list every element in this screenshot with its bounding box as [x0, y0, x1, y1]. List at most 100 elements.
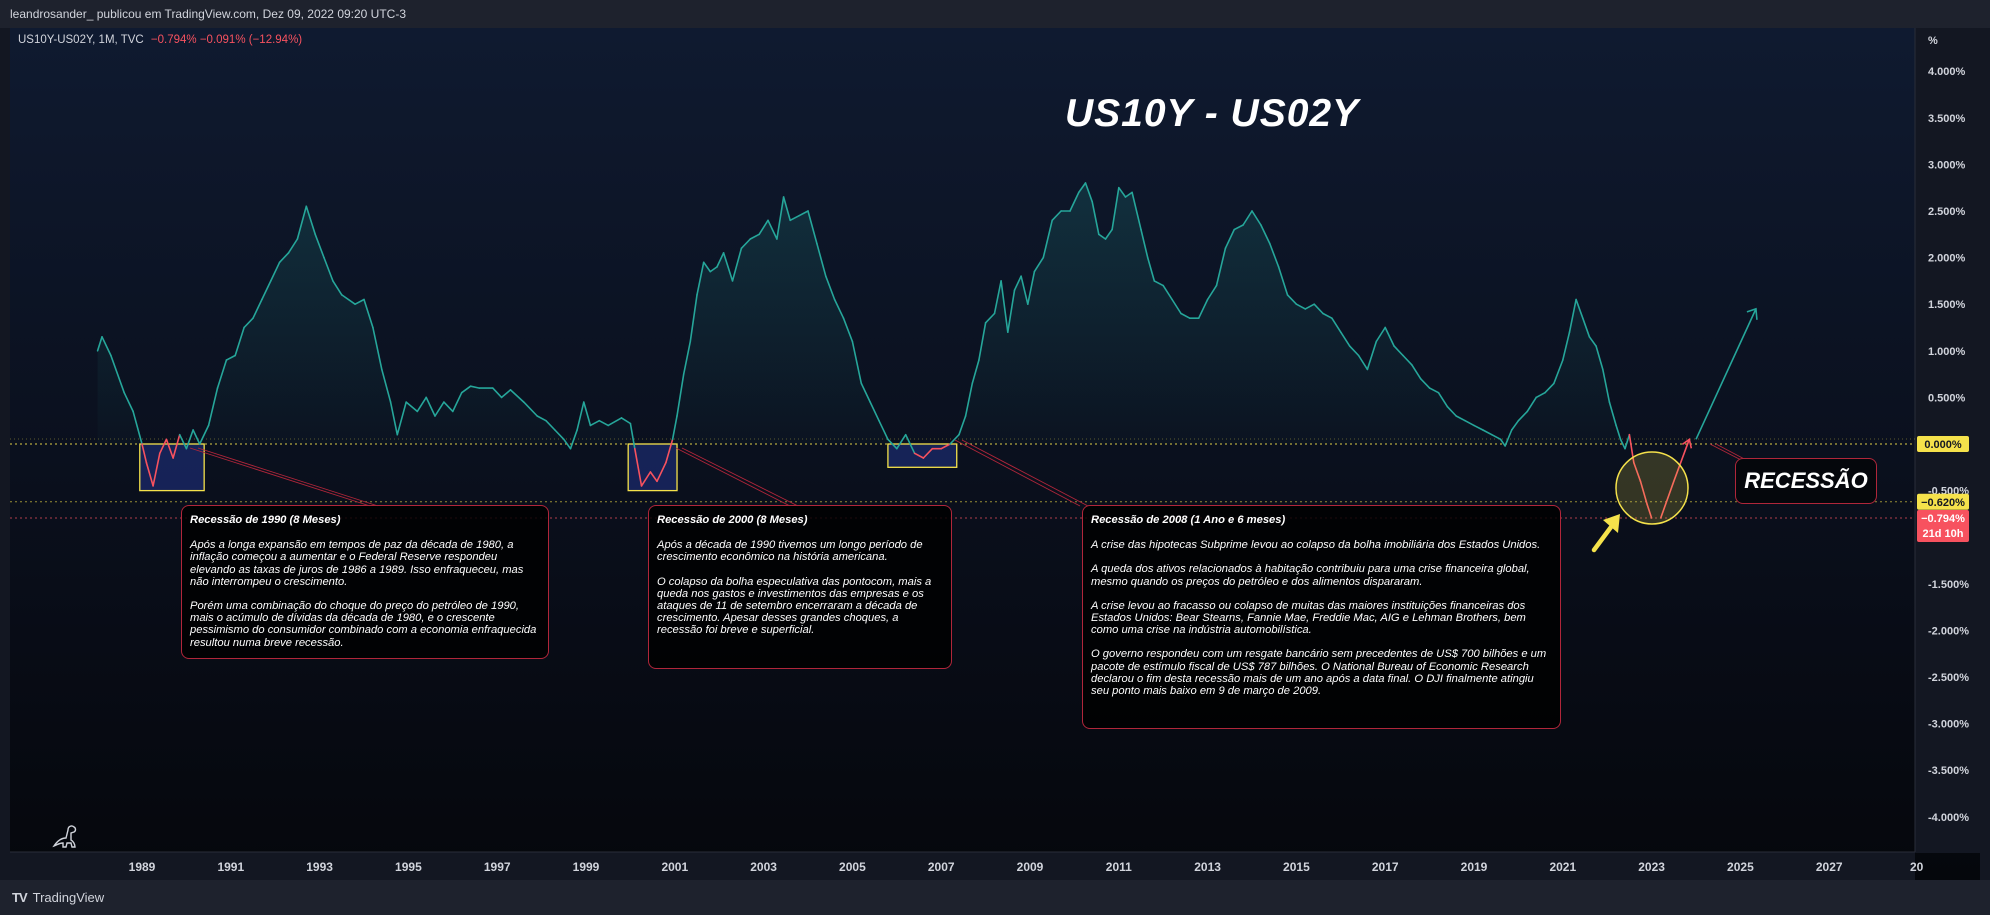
series-segment: [749, 233, 761, 240]
series-segment: [1568, 298, 1577, 334]
series-segment: [1366, 340, 1378, 371]
tradingview-logo[interactable]: TV TradingView: [12, 880, 104, 915]
price-tick-label: 3.000%: [1928, 159, 1966, 171]
recession-box[interactable]: [139, 443, 205, 492]
series-segment: [101, 335, 112, 357]
series-segment: [1277, 266, 1289, 296]
note-connector: [954, 439, 1081, 507]
price-tag[interactable]: [1917, 436, 1969, 452]
series-segment: [192, 429, 201, 445]
price-tick-label: -2.500%: [1928, 672, 1969, 684]
series-segment: [709, 266, 718, 273]
time-scale[interactable]: [10, 852, 1915, 880]
series-segment: [1517, 410, 1529, 422]
series-segment: [1042, 219, 1053, 259]
series-segment: [1535, 391, 1546, 399]
note-paragraph: O colapso da bolha especulativa das pont…: [657, 575, 932, 637]
recession-label-box[interactable]: RECESSÃO: [1735, 458, 1877, 504]
price-tag-label: 0.000%: [1924, 439, 1962, 451]
series-segment: [1322, 312, 1333, 320]
footer-bar: TV TradingView: [0, 880, 1990, 915]
series-segment: [340, 294, 356, 306]
note-paragraph: A crise levou ao fracasso ou colapso de …: [1091, 599, 1526, 637]
series-segment: [451, 391, 463, 413]
series-segment: [1602, 368, 1611, 403]
note-recession-2008[interactable]: Recessão de 2008 (1 Ano e 6 meses) A cri…: [1082, 505, 1561, 729]
price-tag-label: −0.620%: [1921, 497, 1965, 509]
series-segment: [665, 438, 674, 464]
price-tag[interactable]: [1917, 510, 1969, 543]
series-segment: [405, 401, 419, 413]
series-segment: [110, 354, 125, 394]
note-title: Recessão de 2008 (1 Ano e 6 meses): [1091, 514, 1286, 526]
series-segment: [1104, 228, 1113, 240]
series-segment: [1428, 387, 1440, 394]
projection-path-red: [1659, 439, 1691, 519]
series-segment: [576, 401, 585, 431]
series-segment: [1000, 280, 1009, 334]
series-segment: [434, 401, 445, 417]
time-tick-label: 2019: [1461, 860, 1488, 874]
series-segment: [1260, 224, 1271, 245]
symbol-change: −0.794% −0.091% (−12.94%): [150, 34, 303, 46]
chart-area[interactable]: [10, 28, 1980, 880]
series-segment: [904, 433, 916, 455]
series-segment: [1633, 461, 1642, 483]
series-segment: [416, 396, 428, 413]
recession-box[interactable]: [887, 443, 958, 468]
series-segment: [1197, 298, 1209, 320]
series-segment: [1482, 429, 1493, 436]
series-segment: [159, 438, 168, 455]
series-segment: [1313, 303, 1324, 315]
series-segment: [620, 417, 632, 425]
time-tick-label: 2017: [1372, 860, 1399, 874]
series-segment: [500, 389, 512, 399]
series-segment: [380, 368, 392, 403]
highlight-circle[interactable]: [1615, 451, 1689, 525]
series-segment: [1251, 210, 1262, 226]
series-segment: [145, 461, 154, 487]
symbol-name[interactable]: US10Y-US02Y, 1M, TVC: [18, 34, 144, 46]
yellow-arrow-icon[interactable]: [1591, 520, 1617, 553]
series-segment: [443, 401, 454, 413]
series-segment: [460, 385, 472, 394]
series-segment: [354, 298, 365, 306]
series-segment: [305, 205, 317, 236]
price-tick-label: 3.500%: [1928, 113, 1966, 125]
series-segment: [172, 433, 181, 459]
series-segment: [207, 387, 219, 427]
series-segment: [1180, 312, 1191, 320]
series-segment: [1608, 401, 1617, 427]
series-segment: [860, 382, 872, 403]
series-segment: [640, 471, 652, 487]
note-recession-2000[interactable]: Recessão de 2000 (8 Meses) Após a década…: [648, 505, 952, 669]
series-segment: [1473, 424, 1484, 431]
series-segment: [1619, 438, 1626, 450]
series-segment: [851, 340, 863, 385]
series-segment: [1615, 424, 1622, 441]
series-segment: [554, 429, 565, 441]
note-recession-1990[interactable]: Recessão de 1990 (8 Meses) Após a longa …: [181, 505, 549, 659]
series-segment: [696, 261, 705, 296]
series-segment: [878, 419, 889, 441]
time-tick-label: 2005: [839, 860, 866, 874]
series-segment: [833, 298, 845, 320]
price-tick-label: -4.000%: [1928, 812, 1969, 824]
series-segment: [964, 382, 974, 417]
symbol-info: US10Y-US02Y, 1M, TVC −0.794% −0.091% (−1…: [18, 34, 302, 46]
series-segment: [722, 252, 734, 282]
series-segment: [958, 415, 967, 436]
series-segment: [1069, 191, 1080, 212]
price-tag-label: −0.794%: [1921, 513, 1965, 525]
price-tag[interactable]: [1917, 493, 1969, 510]
series-segment: [225, 354, 236, 361]
series-segment: [1562, 331, 1571, 361]
series-segment: [141, 443, 148, 464]
series-segment: [1375, 326, 1386, 343]
note-paragraph: O governo respondeu com um resgate bancá…: [1091, 648, 1547, 698]
dinosaur-icon[interactable]: [50, 822, 80, 850]
series-segment: [396, 401, 408, 436]
series-segment: [824, 275, 836, 301]
price-tick-label: 0.500%: [1928, 392, 1966, 404]
time-tick-label: 2015: [1283, 860, 1310, 874]
